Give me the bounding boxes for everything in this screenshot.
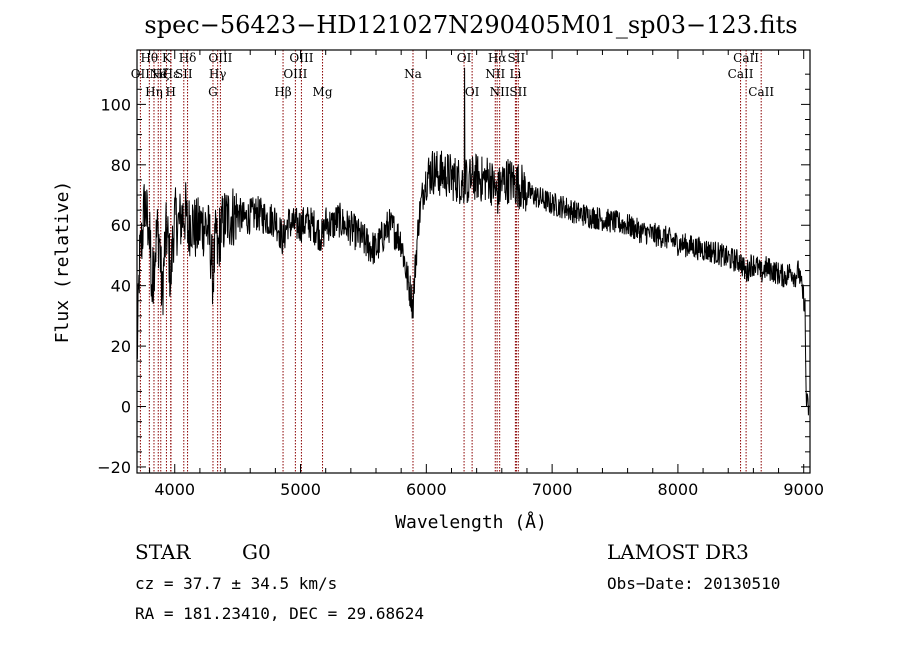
spectral-line-label: Hβ	[274, 85, 291, 99]
spectral-line-label: NII	[485, 67, 505, 81]
spectral-line-label: Hη	[145, 85, 163, 99]
survey-name: LAMOST DR3	[607, 540, 749, 564]
y-tick-label: 80	[111, 156, 131, 175]
spectrum-line	[136, 67, 810, 416]
y-tick-label: −20	[97, 458, 131, 477]
y-axis-label: Flux (relative)	[52, 181, 73, 344]
spectral-line-label: Hζ	[152, 67, 169, 81]
spectral-line-label: CaII	[733, 51, 759, 65]
x-axis: 4000 5000 6000 7000 8000 9000	[149, 50, 824, 499]
obs-date-text: Obs−Date: 20130510	[607, 574, 780, 593]
spectral-line-labels: HθOIIHηNeHζKHεHSIIHδGHγOIIIHβOIIIOIIIMgN…	[131, 51, 775, 99]
coordinates-text: RA = 181.23410, DEC = 29.68624	[135, 604, 424, 623]
spectral-line-label: G	[208, 85, 218, 99]
spectral-line-label: SII	[509, 85, 527, 99]
spectral-line-label: OIII	[283, 67, 307, 81]
spectral-line-markers	[139, 50, 762, 473]
y-tick-label: 40	[111, 277, 131, 296]
spectral-line-label: OI	[465, 85, 480, 99]
spectral-line-label: OI	[457, 51, 472, 65]
spectral-line-label: OIII	[289, 51, 313, 65]
chart-title: spec−56423−HD121027N290405M01_sp03−123.f…	[144, 11, 797, 39]
spectral-line-label: Hδ	[179, 51, 197, 65]
object-subclass: G0	[242, 540, 271, 564]
spectral-line-label: Ne	[149, 67, 167, 81]
x-tick-label: 6000	[406, 480, 447, 499]
x-tick-label: 8000	[658, 480, 699, 499]
x-tick-label: 9000	[783, 480, 824, 499]
y-tick-label: 0	[121, 398, 131, 417]
spectral-line-label: Mg	[313, 85, 333, 99]
spectral-line-label: Hγ	[209, 67, 227, 81]
x-tick-label: 7000	[532, 480, 573, 499]
spectral-line-label: NII	[490, 85, 510, 99]
y-tick-label: 100	[100, 95, 131, 114]
y-axis: −20 0 20 40 60 80 100	[97, 73, 810, 477]
spectral-line-label: Hε	[163, 67, 180, 81]
spectral-line-label: CaII	[748, 85, 774, 99]
spectral-line-label: Hθ	[140, 51, 158, 65]
spectrum-trace	[136, 67, 810, 416]
redshift-text: cz = 37.7 ± 34.5 km/s	[135, 574, 337, 593]
spectral-line-label: Na	[404, 67, 422, 81]
spectral-line-label: CaII	[728, 67, 754, 81]
x-tick-label: 5000	[280, 480, 321, 499]
y-tick-label: 20	[111, 337, 131, 356]
plot-frame	[136, 49, 811, 474]
spectral-line-label: OIII	[208, 51, 232, 65]
y-tick-label: 60	[111, 216, 131, 235]
x-tick-label: 4000	[154, 480, 195, 499]
x-axis-label: Wavelength (Å)	[395, 511, 547, 533]
spectral-line-label: SII	[175, 67, 193, 81]
object-class: STAR	[135, 540, 191, 564]
spectral-line-label: SII	[508, 51, 526, 65]
spectral-line-label: H	[165, 85, 175, 99]
spectral-line-label: Li	[509, 67, 521, 81]
spectral-line-label: Hα	[488, 51, 507, 65]
spectral-line-label: K	[162, 51, 172, 65]
